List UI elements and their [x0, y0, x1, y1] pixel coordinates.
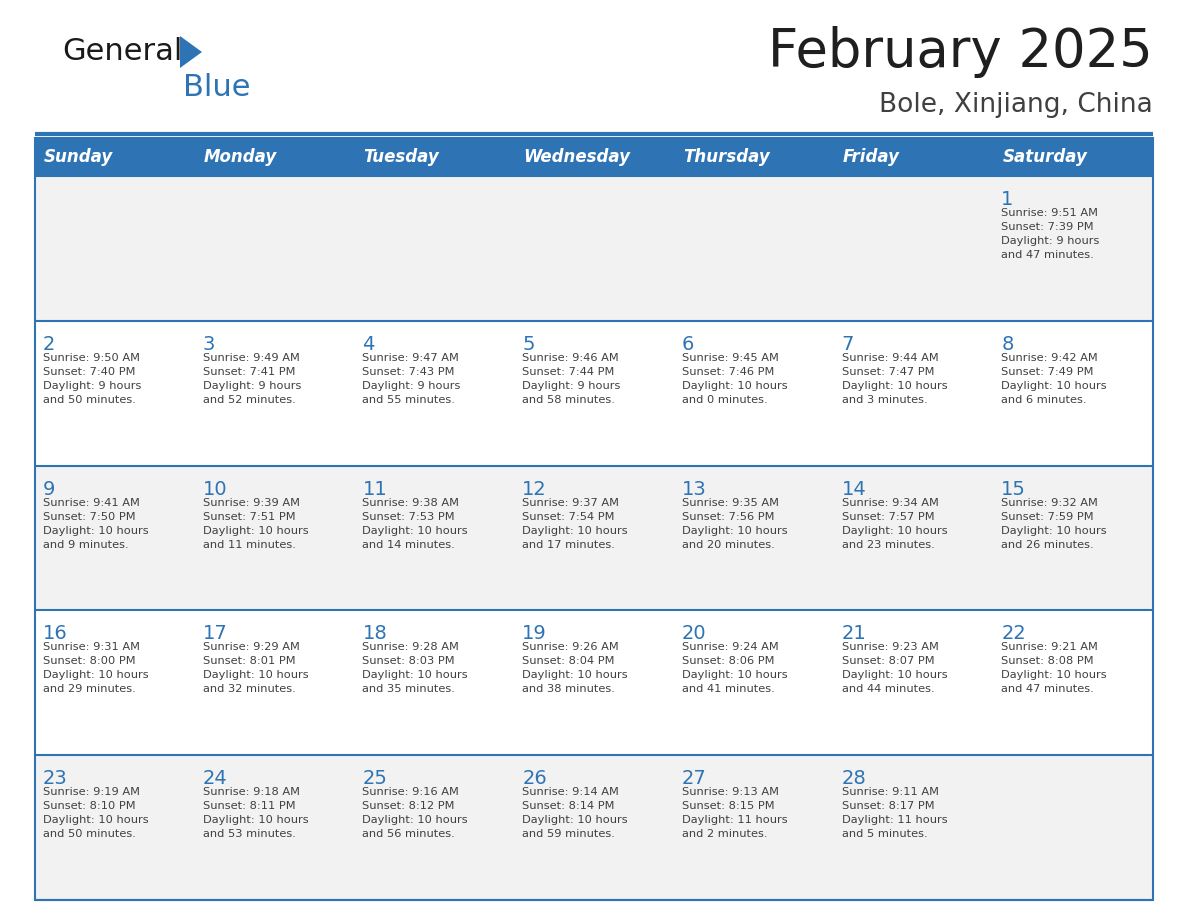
Text: Sunrise: 9:34 AM
Sunset: 7:57 PM
Daylight: 10 hours
and 23 minutes.: Sunrise: 9:34 AM Sunset: 7:57 PM Dayligh… [841, 498, 947, 550]
Text: Sunrise: 9:26 AM
Sunset: 8:04 PM
Daylight: 10 hours
and 38 minutes.: Sunrise: 9:26 AM Sunset: 8:04 PM Dayligh… [523, 643, 627, 694]
Text: Sunrise: 9:29 AM
Sunset: 8:01 PM
Daylight: 10 hours
and 32 minutes.: Sunrise: 9:29 AM Sunset: 8:01 PM Dayligh… [203, 643, 309, 694]
Text: 21: 21 [841, 624, 866, 644]
Text: 15: 15 [1001, 479, 1026, 498]
Bar [34, 138, 195, 176]
Text: Sunrise: 9:42 AM
Sunset: 7:49 PM
Daylight: 10 hours
and 6 minutes.: Sunrise: 9:42 AM Sunset: 7:49 PM Dayligh… [1001, 353, 1107, 405]
Text: Sunrise: 9:18 AM
Sunset: 8:11 PM
Daylight: 10 hours
and 53 minutes.: Sunrise: 9:18 AM Sunset: 8:11 PM Dayligh… [203, 788, 309, 839]
Text: Sunrise: 9:14 AM
Sunset: 8:14 PM
Daylight: 10 hours
and 59 minutes.: Sunrise: 9:14 AM Sunset: 8:14 PM Dayligh… [523, 788, 627, 839]
Text: 28: 28 [841, 769, 866, 789]
Text: 23: 23 [43, 769, 68, 789]
Text: 10: 10 [203, 479, 227, 498]
Text: Sunrise: 9:16 AM
Sunset: 8:12 PM
Daylight: 10 hours
and 56 minutes.: Sunrise: 9:16 AM Sunset: 8:12 PM Dayligh… [362, 788, 468, 839]
Text: 19: 19 [523, 624, 546, 644]
Text: 9: 9 [43, 479, 56, 498]
Text: 27: 27 [682, 769, 707, 789]
Text: 20: 20 [682, 624, 707, 644]
Text: Sunrise: 9:39 AM
Sunset: 7:51 PM
Daylight: 10 hours
and 11 minutes.: Sunrise: 9:39 AM Sunset: 7:51 PM Dayligh… [203, 498, 309, 550]
Text: 3: 3 [203, 335, 215, 353]
Text: General: General [62, 38, 183, 66]
Text: Sunrise: 9:11 AM
Sunset: 8:17 PM
Daylight: 11 hours
and 5 minutes.: Sunrise: 9:11 AM Sunset: 8:17 PM Dayligh… [841, 788, 947, 839]
Text: Thursday: Thursday [683, 148, 770, 166]
Text: 6: 6 [682, 335, 694, 353]
Bar [34, 465, 1154, 610]
Text: Sunrise: 9:37 AM
Sunset: 7:54 PM
Daylight: 10 hours
and 17 minutes.: Sunrise: 9:37 AM Sunset: 7:54 PM Dayligh… [523, 498, 627, 550]
Text: February 2025: February 2025 [769, 26, 1154, 78]
Bar [834, 138, 993, 176]
Text: Sunrise: 9:46 AM
Sunset: 7:44 PM
Daylight: 9 hours
and 58 minutes.: Sunrise: 9:46 AM Sunset: 7:44 PM Dayligh… [523, 353, 620, 405]
Bar [34, 610, 1154, 756]
Text: 7: 7 [841, 335, 854, 353]
Text: Sunrise: 9:41 AM
Sunset: 7:50 PM
Daylight: 10 hours
and 9 minutes.: Sunrise: 9:41 AM Sunset: 7:50 PM Dayligh… [43, 498, 148, 550]
Bar [674, 138, 834, 176]
Text: Monday: Monday [203, 148, 277, 166]
Text: Saturday: Saturday [1003, 148, 1087, 166]
Text: Tuesday: Tuesday [364, 148, 440, 166]
Text: Blue: Blue [183, 73, 251, 103]
Text: Sunrise: 9:45 AM
Sunset: 7:46 PM
Daylight: 10 hours
and 0 minutes.: Sunrise: 9:45 AM Sunset: 7:46 PM Dayligh… [682, 353, 788, 405]
Text: 22: 22 [1001, 624, 1026, 644]
Text: Sunrise: 9:23 AM
Sunset: 8:07 PM
Daylight: 10 hours
and 44 minutes.: Sunrise: 9:23 AM Sunset: 8:07 PM Dayligh… [841, 643, 947, 694]
Bar [514, 138, 674, 176]
Text: Sunrise: 9:24 AM
Sunset: 8:06 PM
Daylight: 10 hours
and 41 minutes.: Sunrise: 9:24 AM Sunset: 8:06 PM Dayligh… [682, 643, 788, 694]
Text: Sunrise: 9:21 AM
Sunset: 8:08 PM
Daylight: 10 hours
and 47 minutes.: Sunrise: 9:21 AM Sunset: 8:08 PM Dayligh… [1001, 643, 1107, 694]
Text: 2: 2 [43, 335, 56, 353]
Text: 12: 12 [523, 479, 546, 498]
Text: 14: 14 [841, 479, 866, 498]
Text: Sunrise: 9:47 AM
Sunset: 7:43 PM
Daylight: 9 hours
and 55 minutes.: Sunrise: 9:47 AM Sunset: 7:43 PM Dayligh… [362, 353, 461, 405]
Text: 4: 4 [362, 335, 374, 353]
Text: Bole, Xinjiang, China: Bole, Xinjiang, China [879, 92, 1154, 118]
Text: Sunday: Sunday [44, 148, 113, 166]
Bar [354, 138, 514, 176]
Text: 17: 17 [203, 624, 227, 644]
Text: 1: 1 [1001, 190, 1013, 209]
Text: 24: 24 [203, 769, 227, 789]
Text: Sunrise: 9:32 AM
Sunset: 7:59 PM
Daylight: 10 hours
and 26 minutes.: Sunrise: 9:32 AM Sunset: 7:59 PM Dayligh… [1001, 498, 1107, 550]
Text: 13: 13 [682, 479, 707, 498]
Text: 5: 5 [523, 335, 535, 353]
Bar [34, 756, 1154, 900]
Text: Sunrise: 9:44 AM
Sunset: 7:47 PM
Daylight: 10 hours
and 3 minutes.: Sunrise: 9:44 AM Sunset: 7:47 PM Dayligh… [841, 353, 947, 405]
Text: Sunrise: 9:51 AM
Sunset: 7:39 PM
Daylight: 9 hours
and 47 minutes.: Sunrise: 9:51 AM Sunset: 7:39 PM Dayligh… [1001, 208, 1100, 260]
Text: 8: 8 [1001, 335, 1013, 353]
Text: Wednesday: Wednesday [523, 148, 630, 166]
Text: Friday: Friday [842, 148, 899, 166]
Text: 16: 16 [43, 624, 68, 644]
Polygon shape [181, 36, 202, 68]
Bar [34, 320, 1154, 465]
Text: 25: 25 [362, 769, 387, 789]
Text: 26: 26 [523, 769, 546, 789]
Text: 11: 11 [362, 479, 387, 498]
Text: 18: 18 [362, 624, 387, 644]
Bar [34, 176, 1154, 320]
Text: Sunrise: 9:31 AM
Sunset: 8:00 PM
Daylight: 10 hours
and 29 minutes.: Sunrise: 9:31 AM Sunset: 8:00 PM Dayligh… [43, 643, 148, 694]
Bar [34, 138, 1154, 900]
Bar [993, 138, 1154, 176]
Bar [195, 138, 354, 176]
Text: Sunrise: 9:49 AM
Sunset: 7:41 PM
Daylight: 9 hours
and 52 minutes.: Sunrise: 9:49 AM Sunset: 7:41 PM Dayligh… [203, 353, 301, 405]
Text: Sunrise: 9:28 AM
Sunset: 8:03 PM
Daylight: 10 hours
and 35 minutes.: Sunrise: 9:28 AM Sunset: 8:03 PM Dayligh… [362, 643, 468, 694]
Text: Sunrise: 9:19 AM
Sunset: 8:10 PM
Daylight: 10 hours
and 50 minutes.: Sunrise: 9:19 AM Sunset: 8:10 PM Dayligh… [43, 788, 148, 839]
Text: Sunrise: 9:38 AM
Sunset: 7:53 PM
Daylight: 10 hours
and 14 minutes.: Sunrise: 9:38 AM Sunset: 7:53 PM Dayligh… [362, 498, 468, 550]
Text: Sunrise: 9:35 AM
Sunset: 7:56 PM
Daylight: 10 hours
and 20 minutes.: Sunrise: 9:35 AM Sunset: 7:56 PM Dayligh… [682, 498, 788, 550]
Text: Sunrise: 9:50 AM
Sunset: 7:40 PM
Daylight: 9 hours
and 50 minutes.: Sunrise: 9:50 AM Sunset: 7:40 PM Dayligh… [43, 353, 141, 405]
Text: Sunrise: 9:13 AM
Sunset: 8:15 PM
Daylight: 11 hours
and 2 minutes.: Sunrise: 9:13 AM Sunset: 8:15 PM Dayligh… [682, 788, 788, 839]
